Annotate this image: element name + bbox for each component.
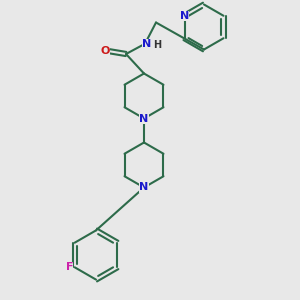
Text: N: N [142,38,152,49]
Text: H: H [153,40,161,50]
Text: N: N [140,113,148,124]
Text: O: O [101,46,110,56]
Text: F: F [65,262,73,272]
Text: N: N [180,11,189,21]
Text: N: N [140,182,148,193]
